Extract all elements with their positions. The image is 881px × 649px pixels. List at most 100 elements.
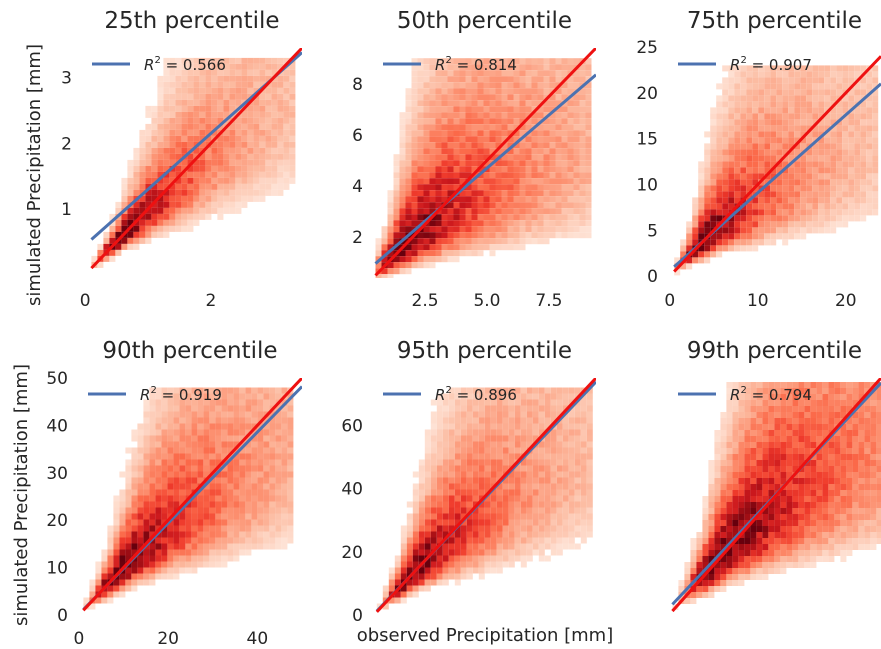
density-cell [179,405,186,412]
density-cell [714,490,721,496]
density-cell [471,184,478,191]
density-cell [448,495,455,502]
density-cell [163,153,170,160]
density-cell [442,435,449,442]
density-cell [412,501,419,508]
density-cell [496,423,503,430]
density-cell [716,227,723,234]
density-cell [155,435,162,442]
density-cell [275,465,282,472]
density-cell [465,226,472,233]
density-cell [538,393,545,400]
density-cell [139,231,146,238]
density-cell [127,243,134,250]
density-cell [854,209,861,216]
density-cell [173,573,180,580]
density-cell [762,448,769,454]
density-cell [800,209,807,216]
density-cell [580,477,587,484]
density-cell [211,183,218,190]
density-cell [543,130,550,137]
density-cell [193,93,200,100]
density-cell [245,405,252,412]
density-cell [387,262,394,269]
density-cell [133,213,140,220]
density-cell [245,543,252,550]
density-cell [483,190,490,197]
density-cell [423,244,430,251]
density-cell [478,423,485,430]
density-cell [412,543,419,550]
density-cell [720,460,727,466]
density-cell [525,136,532,143]
density-cell [508,411,515,418]
density-cell [448,513,455,520]
density-cell [435,112,442,119]
density-cell [502,405,509,412]
density-cell [484,501,491,508]
density-cell [710,161,717,168]
density-cell [179,453,186,460]
density-cell [131,495,138,502]
density-cell [788,119,795,126]
density-cell [752,155,759,162]
density-cell [199,111,206,118]
density-cell [472,459,479,466]
density-cell [277,183,284,190]
density-cell [728,113,735,120]
density-cell [752,221,759,228]
density-cell [139,153,146,160]
density-cell [788,155,795,162]
density-cell [253,159,260,166]
density-cell [399,166,406,173]
density-cell [466,459,473,466]
density-cell [483,232,490,239]
density-cell [251,435,258,442]
density-cell [495,112,502,119]
density-cell [758,65,765,72]
density-cell [161,543,168,550]
density-cell [768,490,775,496]
density-cell [275,387,282,394]
density-cell [704,251,711,258]
density-cell [788,203,795,210]
density-cell [241,57,248,64]
density-cell [417,100,424,107]
density-cell [573,154,580,161]
density-cell [203,537,210,544]
density-cell [842,197,849,204]
density-cell [133,243,140,250]
density-cell [287,525,294,532]
density-cell [430,447,437,454]
density-cell [496,495,503,502]
density-cell [233,495,240,502]
density-cell [205,189,212,196]
density-cell [764,131,771,138]
density-cell [247,129,254,136]
density-cell [265,141,272,148]
density-cell [586,441,593,448]
density-cell [289,93,296,100]
density-cell [441,214,448,221]
density-cell [209,447,216,454]
density-cell [568,447,575,454]
density-cell [472,423,479,430]
density-cell [848,119,855,126]
density-cell [143,489,150,496]
density-cell [235,99,242,106]
density-cell [205,129,212,136]
density-cell [375,274,382,278]
density-cell [217,171,224,178]
density-cell [746,233,753,240]
density-cell [155,387,162,394]
density-cell [764,167,771,174]
density-cell [744,400,751,406]
y-axis-label-bottom: simulated Precipitation [mm] [11,364,32,626]
density-cell [125,501,132,508]
density-cell [181,123,188,130]
density-cell [519,184,526,191]
density-cell [263,405,270,412]
density-cell [472,465,479,472]
density-cell [800,155,807,162]
density-cell [684,568,691,574]
